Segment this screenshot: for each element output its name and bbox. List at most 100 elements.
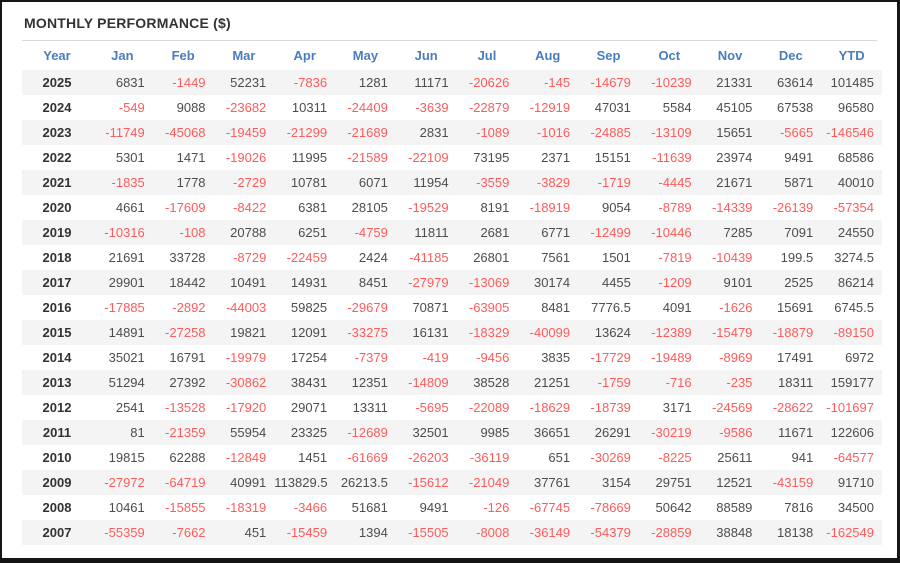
table-row: 2010 19815 62288 -12849 1451 -61669 -26203 -361… [22,445,882,470]
value-cell: -9456 [476,350,510,365]
value-cell: -13528 [165,400,206,415]
value-cell: -235 [699,370,761,395]
value-cell: 29071 [290,400,328,415]
column-header-jun[interactable]: Jun [414,48,438,63]
value-cell: -27979 [395,270,457,295]
value-cell: -33275 [335,320,396,345]
column-header-oct[interactable]: Oct [658,48,681,63]
year-cell: 2013 [22,370,92,395]
value-cell: 5584 [662,100,692,115]
value-cell: 21331 [699,70,761,95]
value-cell: -7819 [658,250,692,265]
column-header-jan[interactable]: Jan [111,48,134,63]
value-cell: 70871 [412,300,449,315]
year-cell: 2018 [42,250,72,265]
value-cell: -716 [638,370,700,395]
ytd-cell: -101697 [826,400,874,415]
value-cell: 651 [548,450,571,465]
value-cell: 12521 [699,470,761,495]
value-cell: -22879 [468,100,510,115]
table-row: 2025 6831 -1449 52231 -7836 1281 11171 -20626 -1… [22,70,882,95]
value-cell: -18329 [456,320,518,345]
value-cell: -10439 [711,250,753,265]
ytd-cell: 34500 [837,500,874,515]
value-cell: 10491 [213,270,275,295]
value-cell: 2525 [760,270,822,295]
ytd-cell: 40010 [821,170,882,195]
value-cell: 5301 [115,150,145,165]
value-cell: -14809 [395,370,457,395]
column-header-apr[interactable]: Apr [293,48,316,63]
table-row: 2024 -549 9088 -23682 10311 -24409 -3639 -22879… [22,95,882,120]
column-header-jul[interactable]: Jul [477,48,497,63]
value-cell: -27972 [92,470,153,495]
value-cell: -18739 [590,400,631,415]
table-row: 2011 81 -21359 55954 23325 -12689 32501 9985 366… [22,420,882,445]
value-cell: -13109 [638,120,700,145]
value-cell: 7561 [541,250,571,265]
column-header-dec[interactable]: Dec [778,48,803,63]
value-cell: -1759 [578,370,639,395]
value-cell: -43159 [760,470,822,495]
value-cell: 21671 [699,170,761,195]
table-row: 2019 -10316 -108 20788 6251 -4759 11811 2681 677… [22,220,882,245]
value-cell: -8225 [658,450,692,465]
value-cell: 52231 [213,70,275,95]
value-cell: -419 [422,350,449,365]
ytd-cell: 159177 [821,370,882,395]
year-cell: 2022 [42,150,72,165]
value-cell: 19815 [108,450,145,465]
value-cell: 6831 [92,70,153,95]
value-cell: -12389 [638,320,700,345]
value-cell: 59825 [290,300,328,315]
value-cell: -26203 [408,450,449,465]
year-cell: 2025 [22,70,92,95]
value-cell: 16131 [395,320,457,345]
monthly-performance-table: Year Jan Feb Mar Apr May Jun Jul Aug Sep Oct Nov Dec… [22,41,882,545]
value-cell: -1209 [638,270,700,295]
ytd-cell: 86214 [821,270,882,295]
column-header-mar[interactable]: Mar [232,48,256,63]
value-cell: 15691 [777,300,814,315]
value-cell: 33728 [169,250,206,265]
value-cell: -21689 [335,120,396,145]
value-cell: -18879 [760,320,822,345]
column-header-nov[interactable]: Nov [717,48,743,63]
value-cell: -64719 [152,470,214,495]
value-cell: -67745 [529,500,571,515]
ytd-cell: 91710 [821,470,882,495]
table-row: 2009 -27972 -64719 40991 113829.5 26213.5 -156… [22,470,882,495]
value-cell: 19821 [213,320,275,345]
value-cell: -13069 [456,270,518,295]
value-cell: 11811 [395,220,457,245]
year-cell: 2023 [22,120,92,145]
year-cell: 2011 [22,420,92,445]
value-cell: -5665 [760,120,822,145]
value-cell: 11954 [395,170,457,195]
value-cell: -8969 [719,350,753,365]
year-cell: 2007 [22,520,92,545]
table-row: 2014 35021 16791 -19979 17254 -7379 -419 -9456 3… [22,345,882,370]
column-header-ytd[interactable]: YTD [838,48,865,63]
value-cell: 8191 [480,200,510,215]
column-header-may[interactable]: May [352,48,379,63]
value-cell: -44003 [225,300,267,315]
value-cell: -18629 [529,400,571,415]
value-cell: 47031 [594,100,631,115]
value-cell: -45068 [152,120,214,145]
value-cell: 30174 [517,270,579,295]
value-cell: 9491 [419,500,449,515]
column-header-aug[interactable]: Aug [535,48,561,63]
value-cell: 7816 [784,500,814,515]
column-header-year[interactable]: Year [43,48,71,63]
value-cell: -78669 [590,500,631,515]
value-cell: 29751 [638,470,700,495]
value-cell: 8451 [335,270,396,295]
value-cell: -2892 [172,300,206,315]
value-cell: 23974 [716,150,753,165]
column-header-feb[interactable]: Feb [171,48,195,63]
column-header-sep[interactable]: Sep [596,48,621,63]
value-cell: -15479 [699,320,761,345]
value-cell: -40099 [517,320,579,345]
value-cell: 28105 [351,200,388,215]
